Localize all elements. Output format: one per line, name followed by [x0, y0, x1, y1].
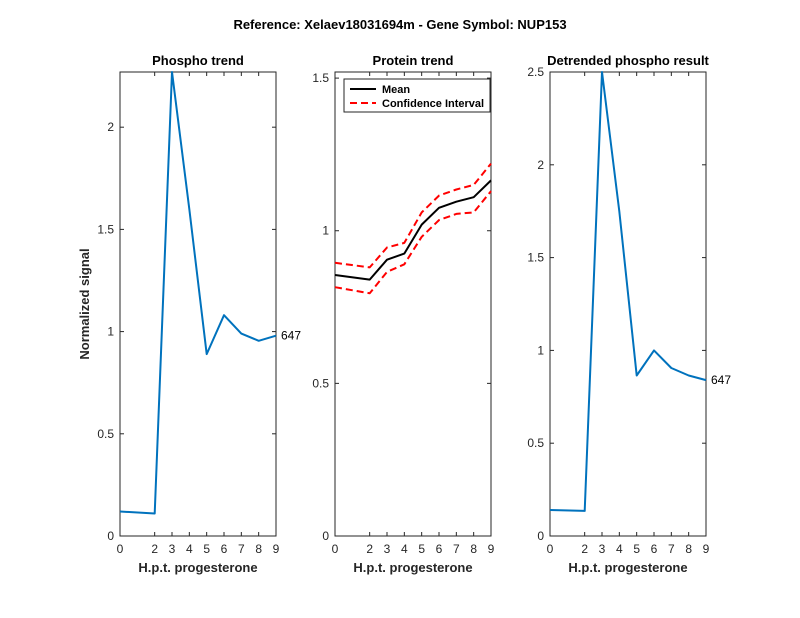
panel-1-ytick-label: 1.5	[97, 222, 114, 236]
panel-2-ytick-label: 1	[322, 224, 329, 238]
panel-1-xtick-label: 8	[255, 542, 262, 556]
legend-label-1: Confidence Interval	[382, 98, 484, 110]
panel-1-xlabel: H.p.t. progesterone	[138, 560, 257, 575]
panel-2-xtick-label: 3	[384, 542, 391, 556]
panel-2-xtick-label: 4	[401, 542, 408, 556]
panel-2-xtick-label: 6	[436, 542, 443, 556]
panel-3-ytick-label: 1.5	[527, 251, 544, 265]
panel-3-xtick-label: 6	[651, 542, 658, 556]
panel-1-ylabel: Normalized signal	[77, 248, 92, 359]
panel-2-axes-box	[334, 71, 492, 537]
panel-2-series-confidence-interval-1	[334, 162, 492, 269]
panel-3-ytick-label: 2.5	[527, 65, 544, 79]
panel-2-series-mean-0	[334, 179, 492, 281]
panel-1-series-line	[119, 71, 277, 515]
legend-box	[343, 78, 491, 113]
panel-2-ytick-label: 0	[322, 529, 329, 543]
panel-3-xtick-label: 8	[685, 542, 692, 556]
panel-1-ytick-label: 1	[107, 325, 114, 339]
panel-3-series-line	[549, 71, 707, 512]
panel-3-xtick-label: 2	[581, 542, 588, 556]
legend-label-0: Mean	[382, 84, 410, 96]
panel-1-xtick-label: 0	[117, 542, 124, 556]
panel-1-ytick-label: 0	[107, 529, 114, 543]
panel-1-xtick-label: 2	[151, 542, 158, 556]
panel-1-axes-box	[119, 71, 277, 537]
panel-2-xtick-label: 5	[418, 542, 425, 556]
panel-1-xtick-label: 5	[203, 542, 210, 556]
panel-2-xlabel: H.p.t. progesterone	[353, 560, 472, 575]
panel-2: Protein trend 0 2 3 4 5 6 7 8 9 0 0.5 1 1.5 H.p.t. pro…	[312, 53, 494, 575]
panel-3-ytick-label: 1	[537, 343, 544, 357]
panel-1-end-label: 647	[281, 329, 301, 343]
panel-3-xtick-label: 3	[599, 542, 606, 556]
panel-2-xtick-label: 7	[453, 542, 460, 556]
panel-3-xtick-label: 7	[668, 542, 675, 556]
panel-3-xtick-label: 5	[633, 542, 640, 556]
panel-1-xtick-label: 7	[238, 542, 245, 556]
panel-3-end-label: 647	[711, 373, 731, 387]
panel-3-ytick-label: 2	[537, 158, 544, 172]
panel-3-ytick-label: 0	[537, 529, 544, 543]
panel-2-title: Protein trend	[373, 53, 454, 68]
panel-3-ytick-label: 0.5	[527, 436, 544, 450]
panel-1-xtick-label: 3	[169, 542, 176, 556]
panel-3-xtick-label: 0	[547, 542, 554, 556]
panel-1-xtick-label: 6	[221, 542, 228, 556]
panel-1-xtick-label: 9	[273, 542, 280, 556]
panel-3-axes-box	[549, 71, 707, 537]
panel-1-title: Phospho trend	[152, 53, 244, 68]
panel-3-xtick-label: 4	[616, 542, 623, 556]
figure-suptitle: Reference: Xelaev18031694m - Gene Symbol…	[233, 17, 566, 32]
panel-1-ytick-label: 0.5	[97, 427, 114, 441]
panel-1-ytick-label: 2	[107, 120, 114, 134]
panel-3-xtick-label: 9	[703, 542, 710, 556]
panel-2-xtick-label: 0	[332, 542, 339, 556]
panel-1-xtick-label: 4	[186, 542, 193, 556]
panel-2-xtick-label: 9	[488, 542, 495, 556]
panel-3-title: Detrended phospho result	[547, 53, 709, 68]
panel-2-ytick-label: 1.5	[312, 71, 329, 85]
panel-2-legend: Mean Confidence Interval	[343, 78, 491, 113]
panel-2-ytick-label: 0.5	[312, 376, 329, 390]
panel-3-xlabel: H.p.t. progesterone	[568, 560, 687, 575]
panel-2-xtick-label: 2	[366, 542, 373, 556]
panel-2-xtick-label: 8	[470, 542, 477, 556]
panel-2-series-confidence-interval-2	[334, 190, 492, 295]
